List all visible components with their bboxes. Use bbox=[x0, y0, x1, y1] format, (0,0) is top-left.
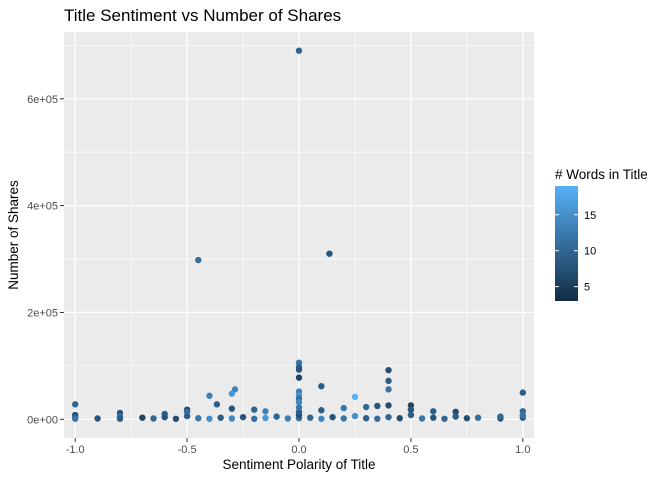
data-point bbox=[262, 408, 269, 415]
data-point bbox=[362, 403, 370, 411]
y-tick-label: 0e+00 bbox=[27, 414, 58, 426]
data-point bbox=[239, 413, 247, 421]
data-point bbox=[418, 415, 426, 422]
data-point bbox=[497, 413, 504, 420]
data-point bbox=[295, 404, 303, 411]
legend-ticks: 5 10 15 bbox=[555, 210, 596, 294]
legend: # Words in Title 5 10 15 bbox=[555, 167, 648, 301]
data-point bbox=[430, 408, 437, 415]
x-tick-label: 1.0 bbox=[515, 444, 530, 456]
data-point bbox=[326, 250, 333, 257]
y-axis-title: Number of Shares bbox=[6, 180, 21, 290]
data-point bbox=[385, 386, 392, 393]
legend-tick-label: 10 bbox=[584, 246, 596, 258]
data-point bbox=[407, 406, 415, 413]
data-point bbox=[228, 415, 236, 422]
legend-colorbar bbox=[555, 186, 578, 301]
data-point bbox=[295, 47, 303, 54]
y-tick-label: 4e+05 bbox=[27, 201, 58, 213]
data-point bbox=[396, 415, 403, 422]
data-point bbox=[273, 413, 280, 420]
chart-title: Title Sentiment vs Number of Shares bbox=[64, 6, 341, 25]
data-point bbox=[295, 374, 303, 381]
y-tick-label: 2e+05 bbox=[27, 307, 58, 319]
data-point bbox=[172, 415, 180, 422]
legend-title: # Words in Title bbox=[555, 167, 648, 182]
data-point bbox=[374, 415, 381, 422]
data-point bbox=[351, 393, 359, 401]
data-point bbox=[318, 415, 325, 422]
data-point bbox=[452, 408, 459, 416]
data-point bbox=[306, 414, 314, 421]
data-point bbox=[228, 405, 236, 412]
data-point bbox=[150, 415, 157, 422]
data-point bbox=[340, 404, 347, 412]
data-point bbox=[318, 407, 325, 414]
data-point bbox=[385, 377, 392, 385]
data-point bbox=[262, 414, 269, 422]
data-point bbox=[295, 399, 303, 406]
data-point bbox=[519, 411, 527, 419]
data-point bbox=[71, 415, 79, 422]
data-point bbox=[340, 415, 347, 422]
data-point bbox=[251, 415, 258, 422]
data-point bbox=[385, 402, 392, 409]
data-point bbox=[284, 415, 292, 422]
x-tick-label: -0.5 bbox=[178, 444, 197, 456]
data-point bbox=[351, 412, 359, 420]
data-point bbox=[452, 413, 459, 420]
data-point bbox=[206, 392, 213, 399]
data-point bbox=[183, 412, 191, 420]
y-axis-ticks: 0e+00 2e+05 4e+05 6e+05 bbox=[27, 94, 64, 426]
x-axis-title: Sentiment Polarity of Title bbox=[222, 457, 375, 472]
x-axis-ticks: -1.0 -0.5 0.0 0.5 1.0 bbox=[66, 438, 530, 456]
data-point bbox=[195, 415, 202, 422]
data-point bbox=[441, 415, 448, 422]
data-point bbox=[213, 401, 221, 408]
x-tick-label: 0.0 bbox=[291, 444, 306, 456]
data-point bbox=[318, 382, 325, 390]
data-point bbox=[206, 415, 213, 422]
data-point bbox=[195, 256, 202, 264]
data-point bbox=[161, 413, 168, 421]
data-point bbox=[463, 415, 471, 422]
x-tick-label: 0.5 bbox=[403, 444, 418, 456]
legend-tick-label: 5 bbox=[584, 282, 590, 294]
data-point bbox=[385, 413, 392, 421]
data-points bbox=[71, 47, 527, 422]
data-point bbox=[139, 414, 146, 421]
data-point bbox=[407, 411, 415, 419]
data-point bbox=[329, 413, 336, 421]
data-point bbox=[71, 401, 79, 408]
data-point bbox=[251, 406, 258, 413]
data-point bbox=[474, 414, 482, 421]
legend-tick-label: 15 bbox=[584, 210, 596, 222]
data-point bbox=[374, 402, 381, 410]
data-point bbox=[430, 414, 437, 421]
data-point bbox=[385, 366, 392, 374]
data-point bbox=[228, 390, 236, 397]
x-tick-label: -1.0 bbox=[66, 444, 85, 456]
data-point bbox=[519, 389, 527, 396]
data-point bbox=[362, 415, 370, 422]
y-tick-label: 6e+05 bbox=[27, 94, 58, 106]
data-point bbox=[295, 366, 303, 373]
data-point bbox=[116, 415, 124, 422]
data-point bbox=[217, 414, 224, 421]
data-point bbox=[94, 415, 101, 422]
